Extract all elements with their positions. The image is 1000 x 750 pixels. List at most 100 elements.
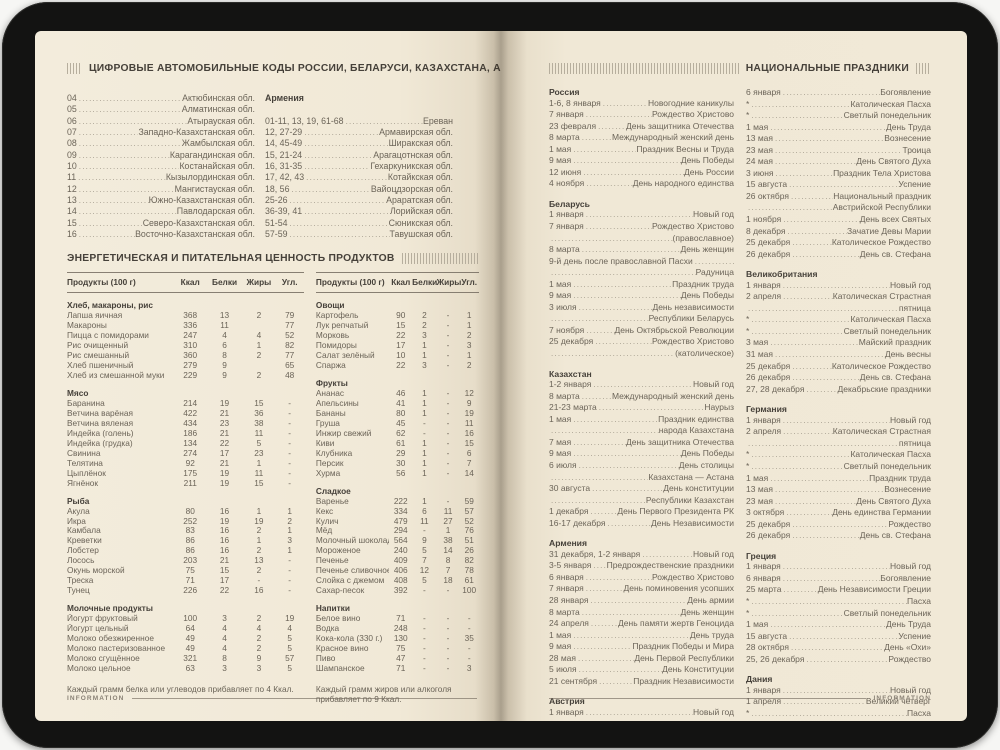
holiday-row: 7 ноября День Октябрьской Революции	[549, 325, 734, 337]
dot-leader	[580, 391, 612, 403]
dot-leader	[773, 156, 856, 168]
holiday-row: 12 июня День России	[549, 167, 734, 179]
holiday-row-value: Католическая Страстная	[832, 291, 931, 302]
holiday-row: 3 июля День независимости	[549, 302, 734, 314]
holiday-row-date: 13 мая	[746, 133, 773, 144]
food-value: 5	[422, 575, 427, 586]
food-row: Апельсины 41 1 - 9	[316, 398, 479, 409]
code-row-value: Ереван	[423, 115, 453, 126]
dot-leader	[571, 155, 681, 167]
food-value: 3	[466, 340, 472, 351]
food-row: Молоко сгущённое 321 8 9 57	[67, 653, 304, 664]
food-value: 9	[422, 535, 427, 546]
holiday-row: * Светлый понедельник	[746, 326, 931, 338]
food-value: 5	[287, 633, 292, 644]
food-name: Цыплёнок	[67, 468, 106, 478]
food-value: -	[423, 652, 426, 663]
dot-leader	[302, 127, 379, 138]
code-row-date: 51-54	[265, 217, 288, 228]
food-value: 6	[422, 505, 427, 516]
column-header: Белки	[412, 277, 438, 288]
holiday-row: 2 апреля Католическая Страстная	[746, 426, 931, 438]
food-name: Слойка с джемом	[315, 576, 385, 586]
code-row-date: 11	[67, 172, 77, 183]
holiday-row: народа Казахстана	[549, 425, 734, 437]
food-name: Шампанское	[315, 663, 365, 673]
dot-leader	[77, 218, 143, 229]
food-value: 15	[464, 437, 474, 448]
code-row-value: Гехаркуникская обл.	[370, 161, 453, 172]
food-value: 71	[396, 662, 406, 673]
code-row-value: Кызылординская обл.	[165, 172, 255, 183]
dot-leader	[577, 302, 653, 314]
food-name: Молоко сгущённое	[67, 653, 140, 663]
code-row: 16 Восточно-Казахстанская обл.	[67, 229, 255, 240]
holiday-row-date: 26 декабря	[746, 248, 791, 259]
dot-leader	[589, 595, 688, 607]
food-value: 5	[256, 437, 262, 448]
code-row-value: Алматинская обл.	[181, 104, 255, 115]
holiday-row: 23 мая День Святого Духа	[746, 496, 931, 508]
holiday-row-value: День Труда	[886, 619, 931, 630]
food-value: 38	[443, 535, 453, 546]
food-value: 75	[396, 642, 406, 653]
food-row: Лапша яичная 368 13 2 79	[67, 310, 304, 321]
food-value: -	[446, 642, 450, 653]
food-row: Йогурт фруктовый 100 3 2 19	[67, 613, 304, 624]
holiday-row-value: Международный женский день	[611, 390, 734, 401]
dot-leader	[790, 361, 832, 373]
food-value: -	[288, 437, 292, 448]
code-row-value: Карагандинская обл.	[169, 149, 255, 160]
holiday-row-value: Католическая Пасха	[850, 98, 931, 109]
food-row: Хлеб из смешанной муки 229 9 2 48	[67, 370, 304, 381]
holiday-row-date: *	[746, 314, 750, 325]
food-row: Треска 71 17 - -	[67, 575, 304, 586]
dot-leader	[790, 519, 888, 531]
holiday-row: 1-6, 8 января Новогодние каникулы	[549, 98, 734, 110]
dot-leader	[746, 438, 899, 450]
column-header: Продукты (100 г)	[67, 277, 136, 288]
holiday-row-value: Республики Казахстан	[645, 494, 734, 505]
food-value: 1	[422, 340, 427, 351]
holiday-row-date: 1 января	[746, 414, 781, 425]
holiday-row-value: Вознесение	[884, 133, 931, 144]
holiday-row-date: 24 апреля	[549, 618, 589, 629]
country-title: Россия	[549, 87, 580, 97]
food-value: 16	[219, 535, 230, 546]
holiday-row-date: *	[746, 325, 750, 336]
holiday-row-value: День Святого Духа	[856, 495, 931, 506]
code-row-date: 01-11, 13, 19, 61-68	[265, 115, 344, 126]
code-row-date: 12	[67, 183, 77, 194]
food-value: 4	[222, 642, 227, 653]
code-row: 01-11, 13, 19, 61-68 Ереван	[265, 116, 453, 127]
code-row-date: 15	[67, 217, 77, 228]
code-row: 12, 27-29 Армавирская обл.	[265, 127, 453, 138]
code-row-date: 14, 45-49	[265, 138, 303, 149]
food-value: 11	[254, 427, 264, 438]
holidays-header: НАЦИОНАЛЬНЫЕ ПРАЗДНИКИ	[549, 61, 931, 75]
food-name: Окунь морской	[67, 566, 125, 576]
food-value: 2	[422, 320, 427, 331]
holiday-row: 1 мая День Труда	[746, 122, 931, 134]
holiday-row-date: 31 декабря, 1-2 января	[549, 548, 641, 559]
food-value: -	[446, 408, 450, 418]
nutrition-header: ЭНЕРГЕТИЧЕСКАЯ И ПИТАТЕЛЬНАЯ ЦЕННОСТЬ ПР…	[67, 251, 479, 265]
holiday-row: 23 февраля День защитника Отечества	[549, 121, 734, 133]
code-row-date: 05	[67, 104, 77, 115]
holiday-row-value: Новый год	[889, 279, 931, 290]
food-value: 17	[396, 340, 406, 351]
holiday-row-value: День Победы	[680, 290, 734, 301]
food-value: 18	[443, 575, 453, 586]
food-value: 49	[185, 633, 195, 644]
dot-leader	[549, 472, 648, 484]
food-value: 80	[396, 408, 406, 418]
food-value: 7	[445, 565, 451, 576]
code-row: 06 Атырауская обл.	[67, 116, 255, 127]
dot-leader	[581, 167, 684, 179]
holiday-row: пятница	[746, 303, 931, 315]
food-name: Ананас	[315, 389, 344, 399]
food-value: 3	[222, 613, 227, 624]
